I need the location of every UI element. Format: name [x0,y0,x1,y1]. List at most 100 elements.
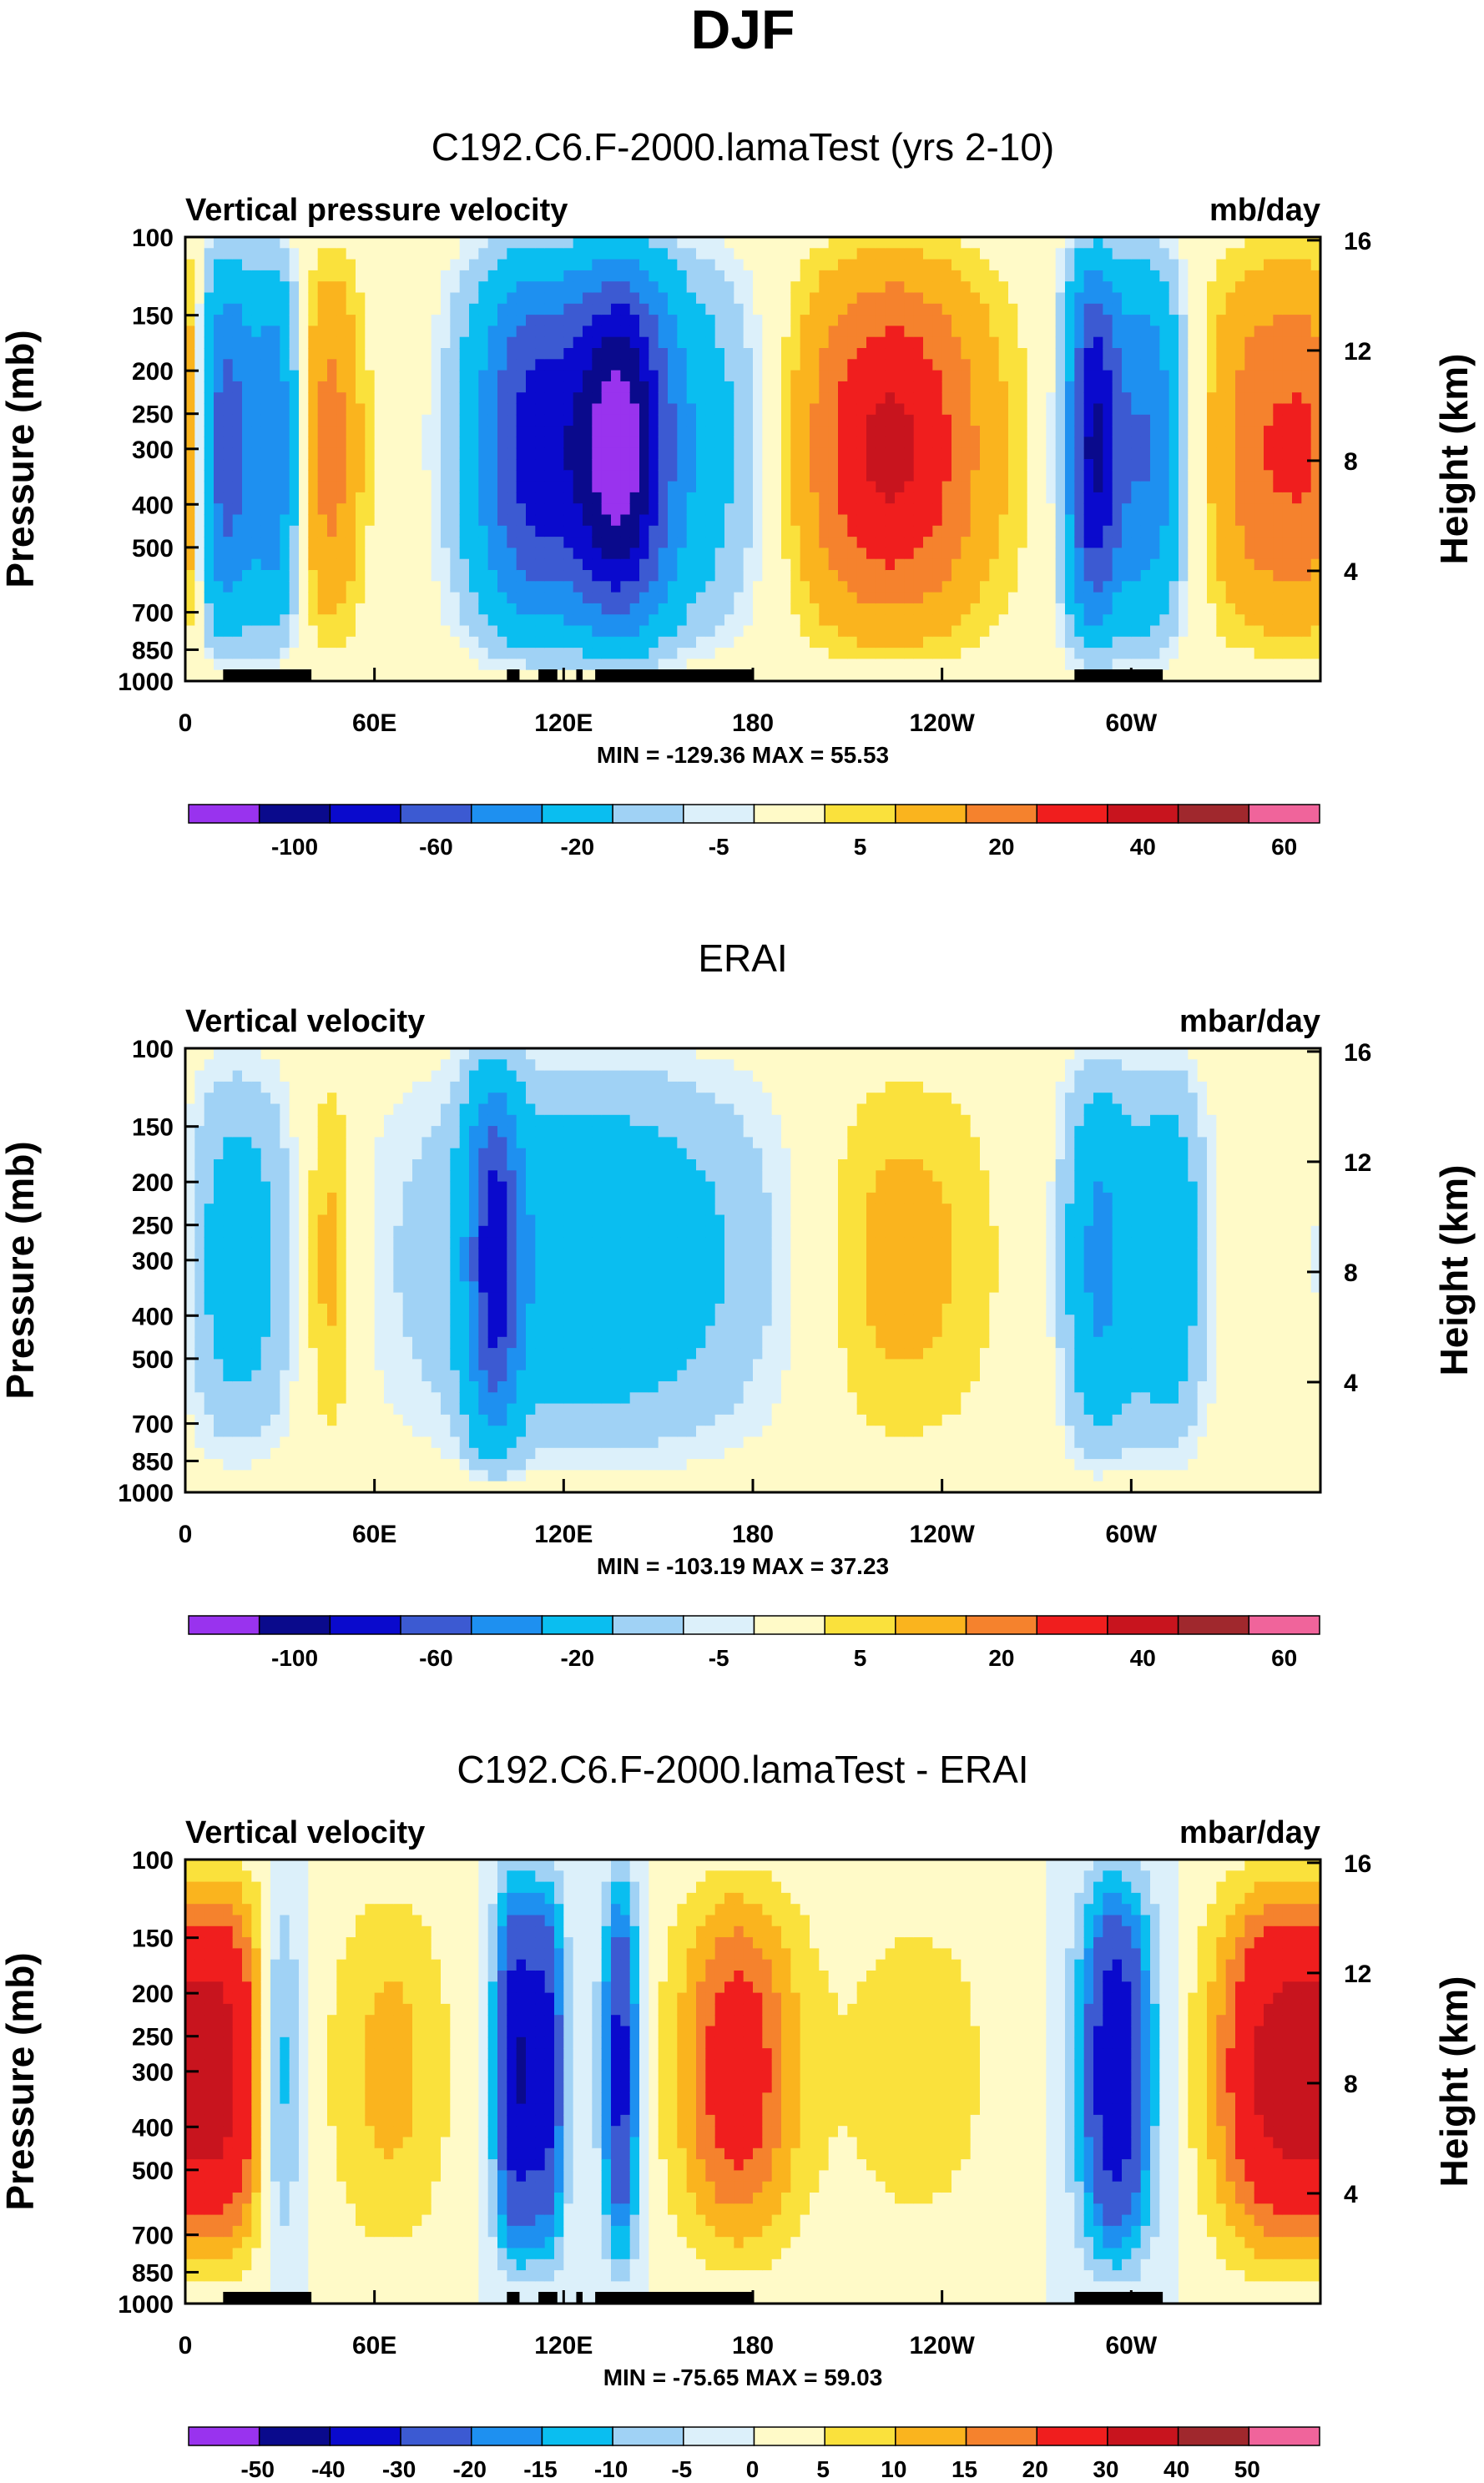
field-cell [1254,659,1264,671]
field-cell [232,558,243,571]
field-cell [734,525,745,537]
field-cell [223,659,234,671]
field-cell [1065,359,1075,371]
field-cell [441,414,451,426]
field-cell [828,292,839,305]
field-cell [781,592,791,604]
field-cell [393,248,404,260]
field-cell [629,326,640,338]
field-cell [1254,259,1264,271]
field-cell [1046,303,1057,315]
field-cell [260,537,271,548]
field-cell [601,603,612,615]
field-cell [1197,525,1208,537]
field-cell [781,381,791,393]
field-cell [516,359,527,371]
field-cell [989,392,1000,405]
field-cell [1310,248,1321,260]
field-cell [989,514,1000,527]
field-cell [1179,315,1189,326]
field-cell [1169,636,1179,649]
field-cell [1244,659,1255,671]
field-cell [1216,381,1227,393]
field-cell [856,503,867,516]
field-cell [980,348,990,360]
y-tick-label: 1000 [118,669,174,696]
field-cell [1131,636,1142,649]
field-cell [487,603,498,615]
field-cell [1065,503,1075,516]
field-cell [1027,603,1037,615]
field-cell [356,447,366,460]
field-cell [346,558,356,571]
field-cell [1292,336,1302,349]
field-cell [194,1248,205,1260]
field-cell [989,403,1000,416]
field-cell [1083,481,1094,493]
field-cell [1017,370,1028,382]
field-cell [402,248,413,260]
field-cell [317,381,328,393]
field-cell [1150,370,1160,382]
field-cell [185,603,195,615]
field-cell [810,481,820,493]
field-cell [563,248,574,260]
field-cell [441,570,451,582]
field-cell [989,459,1000,471]
field-cell [970,447,981,460]
field-cell [980,403,990,416]
field-cell [478,392,489,405]
field-cell [412,292,422,305]
field-cell [1122,248,1132,260]
field-cell [535,281,546,294]
field-cell [308,481,319,493]
field-cell [611,514,621,527]
colorbar-swatch [683,804,755,824]
field-cell [800,248,810,260]
field-cell [1140,315,1151,326]
field-cell [1055,514,1066,527]
field-cell [668,492,678,504]
field-cell [885,315,896,326]
field-cell [734,248,745,260]
field-cell [1264,437,1274,449]
field-cell [639,437,649,449]
field-cell [1244,636,1255,649]
field-cell [753,292,763,305]
field-cell [469,548,479,560]
field-cell [658,470,669,482]
field-cell [289,592,300,604]
field-cell [1017,581,1028,593]
field-cell [1254,481,1264,493]
field-cell [516,292,527,305]
field-cell [828,237,839,249]
field-cell [932,669,943,682]
field-cell [696,270,706,282]
field-cell [1179,558,1189,571]
field-cell [1074,315,1085,326]
field-cell [374,492,385,504]
field-cell [1197,326,1208,338]
field-cell [346,326,356,338]
field-cell [1008,592,1018,604]
field-cell [941,426,952,437]
field-cell [714,336,725,349]
field-cell [998,514,1009,527]
field-cell [762,303,773,315]
field-cell [384,248,394,260]
field-cell [951,581,962,593]
field-cell [913,669,924,682]
field-cell [620,359,631,371]
field-cell [847,669,858,682]
field-cell [1159,548,1170,560]
field-cell [923,537,933,548]
field-cell [1103,503,1113,516]
field-cell [980,315,990,326]
field-cell [1254,348,1264,360]
field-cell [356,558,366,571]
field-cell [194,1459,205,1471]
field-cell [847,459,858,471]
field-cell [1093,359,1103,371]
field-cell [459,414,470,426]
field-cell [734,537,745,548]
